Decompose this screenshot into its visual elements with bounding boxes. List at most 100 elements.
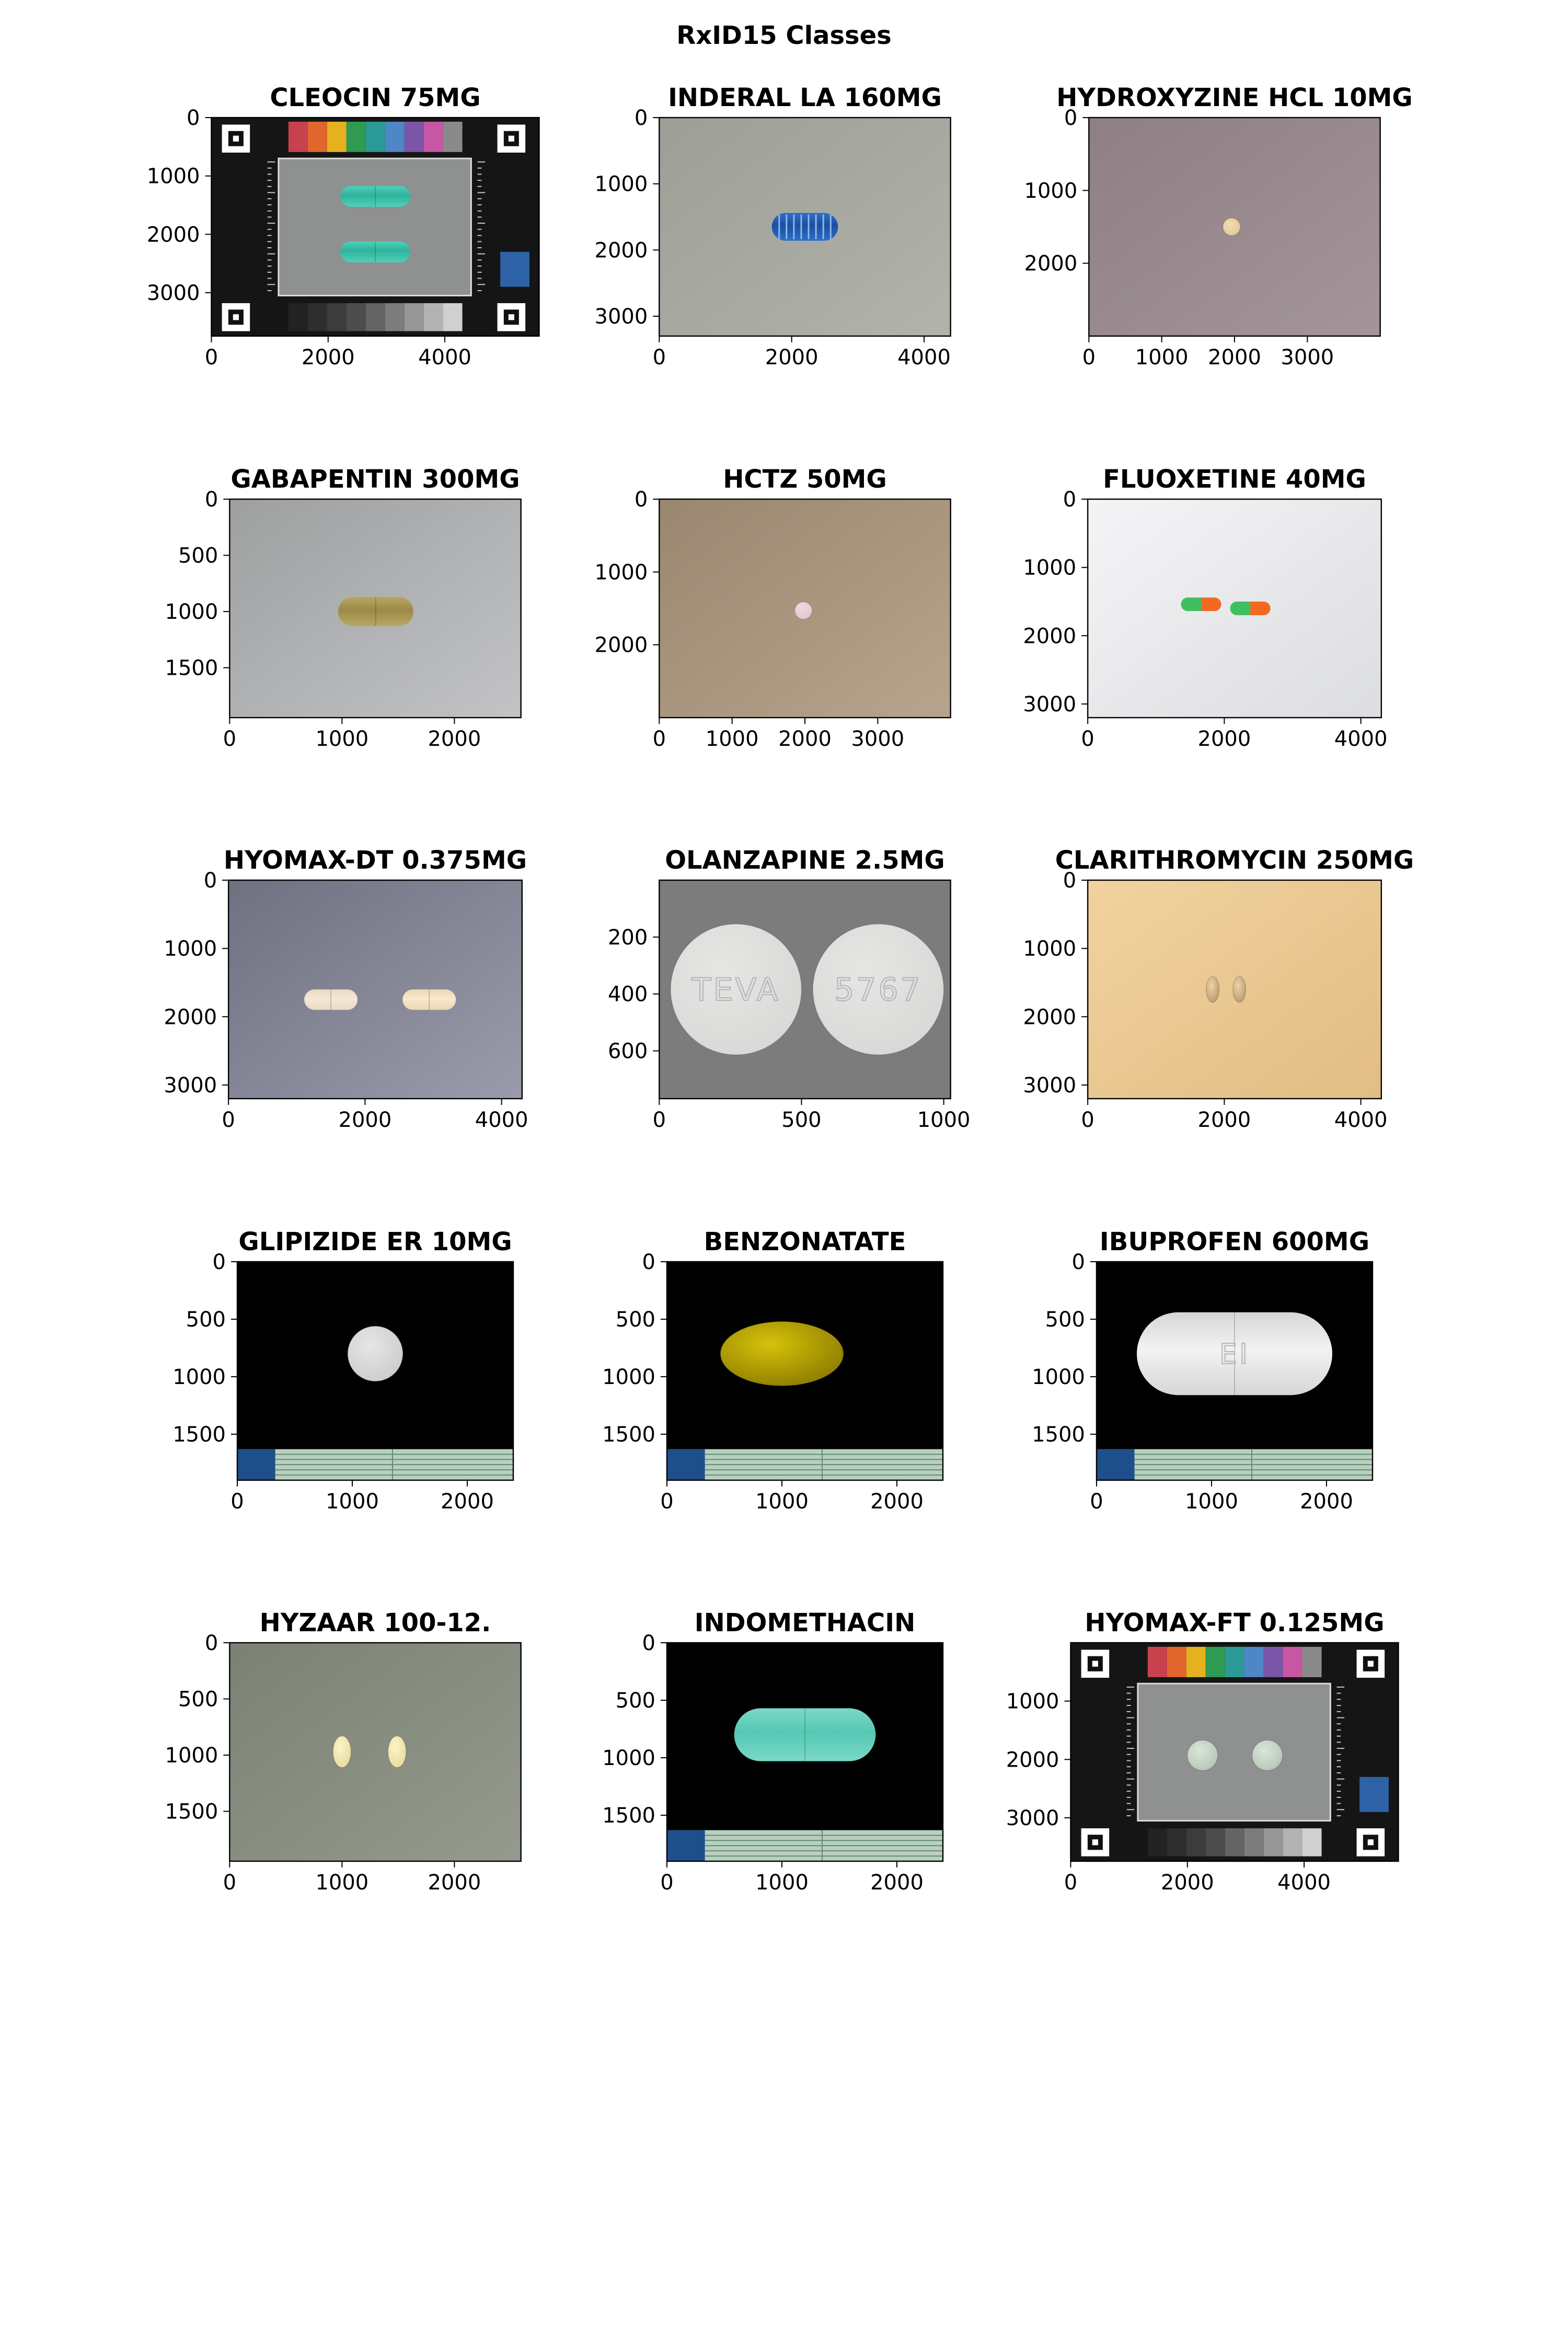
x-tick-label: 500 xyxy=(781,1108,821,1132)
y-tick-label: 2000 xyxy=(595,633,648,658)
pill-photo xyxy=(667,1643,943,1861)
pill-photo xyxy=(659,499,951,718)
y-tick-label: 600 xyxy=(608,1040,648,1064)
x-tick-label: 4000 xyxy=(897,345,951,370)
color-swatch xyxy=(327,121,347,152)
pill: EI xyxy=(1137,1312,1332,1396)
axes-frame xyxy=(659,879,951,1100)
y-tick-label: 2000 xyxy=(1023,624,1076,648)
y-tick-label: 0 xyxy=(213,1250,226,1274)
subplot-12: IBUPROFEN 600MG EI 0 1000 2000 0 500 1000 1500 xyxy=(1032,1227,1374,1514)
x-tick-label: 0 xyxy=(1081,1108,1094,1132)
color-swatch xyxy=(1244,1646,1264,1677)
grey-swatch xyxy=(404,303,424,331)
color-swatch xyxy=(385,121,405,152)
x-tick-label: 2000 xyxy=(778,727,832,751)
subplot-title: GABAPENTIN 300MG xyxy=(230,465,520,494)
x-tick-label: 2000 xyxy=(1208,345,1261,370)
y-tick-label: 0 xyxy=(205,1631,218,1655)
subplot-title: IBUPROFEN 600MG xyxy=(1100,1227,1369,1256)
pill-photo xyxy=(237,1262,513,1480)
y-tick-label: 2000 xyxy=(1023,1005,1076,1029)
x-tick-label: 0 xyxy=(653,345,666,370)
y-tick-label: 1000 xyxy=(602,1365,655,1389)
subplot-10: GLIPIZIDE ER 10MG 0 1000 2000 0 500 1000 1500 xyxy=(172,1227,514,1514)
subplot-1: CLEOCIN 75MG 0 2000 4000 0 1000 2000 3000 xyxy=(147,83,540,370)
grey-swatch xyxy=(307,303,327,331)
grey-swatch xyxy=(327,303,347,331)
axes-frame xyxy=(659,117,951,337)
grey-swatch xyxy=(346,303,366,331)
y-tick-label: 0 xyxy=(204,869,217,893)
x-tick-label: 0 xyxy=(205,345,218,370)
x-tick-label: 2000 xyxy=(870,1490,924,1514)
pill-photo xyxy=(1089,118,1380,336)
subplot-8: OLANZAPINE 2.5MG TEVA 5767 0 500 1000 200 400 60… xyxy=(608,846,971,1132)
x-tick-label: 1000 xyxy=(326,1490,379,1514)
color-swatch xyxy=(1302,1646,1322,1677)
grey-swatch xyxy=(1302,1828,1322,1857)
x-tick-label: 0 xyxy=(230,1490,244,1514)
pill-imprint: EI xyxy=(1219,1338,1250,1370)
y-tick-label: 0 xyxy=(635,106,648,130)
grey-swatch xyxy=(365,303,385,331)
y-tick-label: 1000 xyxy=(147,165,200,189)
subplot-title: HYOMAX-DT 0.375MG xyxy=(224,846,527,875)
x-tick-label: 0 xyxy=(223,727,236,751)
y-tick-label: 0 xyxy=(1072,1250,1085,1274)
x-tick-label: 1000 xyxy=(315,727,368,751)
x-tick-label: 0 xyxy=(653,727,666,751)
pill xyxy=(338,597,413,626)
nlm-badge xyxy=(500,251,529,287)
pill-photo xyxy=(229,499,521,718)
y-tick-label: 2000 xyxy=(147,223,200,247)
y-tick-label: 1500 xyxy=(172,1423,226,1447)
color-swatch xyxy=(1263,1646,1283,1677)
nlm-logo xyxy=(1097,1449,1135,1480)
sample-plate xyxy=(1137,1682,1331,1822)
pill-photo xyxy=(229,1643,521,1861)
pill xyxy=(1222,217,1241,236)
color-swatch xyxy=(307,121,327,152)
y-tick-label: 3000 xyxy=(595,305,648,329)
y-tick-label: 3000 xyxy=(1023,693,1076,717)
y-tick-label: 1000 xyxy=(595,172,648,197)
y-tick-label: 500 xyxy=(616,1689,655,1713)
grey-swatch xyxy=(1205,1828,1225,1857)
grey-swatch xyxy=(1225,1828,1244,1857)
axes-frame xyxy=(229,498,522,719)
pill xyxy=(1187,1739,1218,1771)
subplot-14: INDOMETHACIN 0 1000 2000 0 500 1000 1500 xyxy=(602,1608,944,1895)
pill-imprint: 5767 xyxy=(834,972,923,1008)
pill xyxy=(794,601,813,620)
y-tick-label: 1000 xyxy=(1032,1365,1085,1389)
y-tick-label: 2000 xyxy=(1006,1748,1059,1772)
x-tick-label: 1000 xyxy=(755,1490,809,1514)
y-tick-label: 1500 xyxy=(602,1804,655,1828)
x-tick-label: 1000 xyxy=(917,1108,971,1132)
subplot-2: INDERAL LA 160MG 0 2000 4000 0 1000 2000 3000 xyxy=(595,83,951,370)
grey-swatch xyxy=(1147,1828,1167,1857)
y-tick-label: 0 xyxy=(642,1250,655,1274)
grey-swatch xyxy=(1244,1828,1264,1857)
x-tick-label: 0 xyxy=(1081,727,1094,751)
subplot-title: CLARITHROMYCIN 250MG xyxy=(1055,846,1414,875)
pill xyxy=(1206,976,1220,1003)
pill-photo: TEVA 5767 xyxy=(659,880,951,1099)
y-tick-label: 500 xyxy=(186,1308,226,1332)
pill xyxy=(734,1708,876,1761)
axes-frame xyxy=(229,1642,522,1862)
subplot-title: GLIPIZIDE ER 10MG xyxy=(238,1227,512,1256)
y-tick-label: 3000 xyxy=(1006,1806,1059,1830)
x-tick-label: 3000 xyxy=(1281,345,1334,370)
x-tick-label: 0 xyxy=(1090,1490,1103,1514)
subplot-5: HCTZ 50MG 0 1000 2000 3000 0 1000 2000 xyxy=(595,465,951,751)
axes-frame xyxy=(1087,879,1382,1100)
color-swatch xyxy=(346,121,366,152)
subplot-title: FLUOXETINE 40MG xyxy=(1103,465,1366,494)
y-tick-label: 1000 xyxy=(595,560,648,584)
pill-photo xyxy=(667,1262,943,1480)
y-tick-label: 200 xyxy=(608,926,648,950)
pill xyxy=(1181,597,1221,612)
